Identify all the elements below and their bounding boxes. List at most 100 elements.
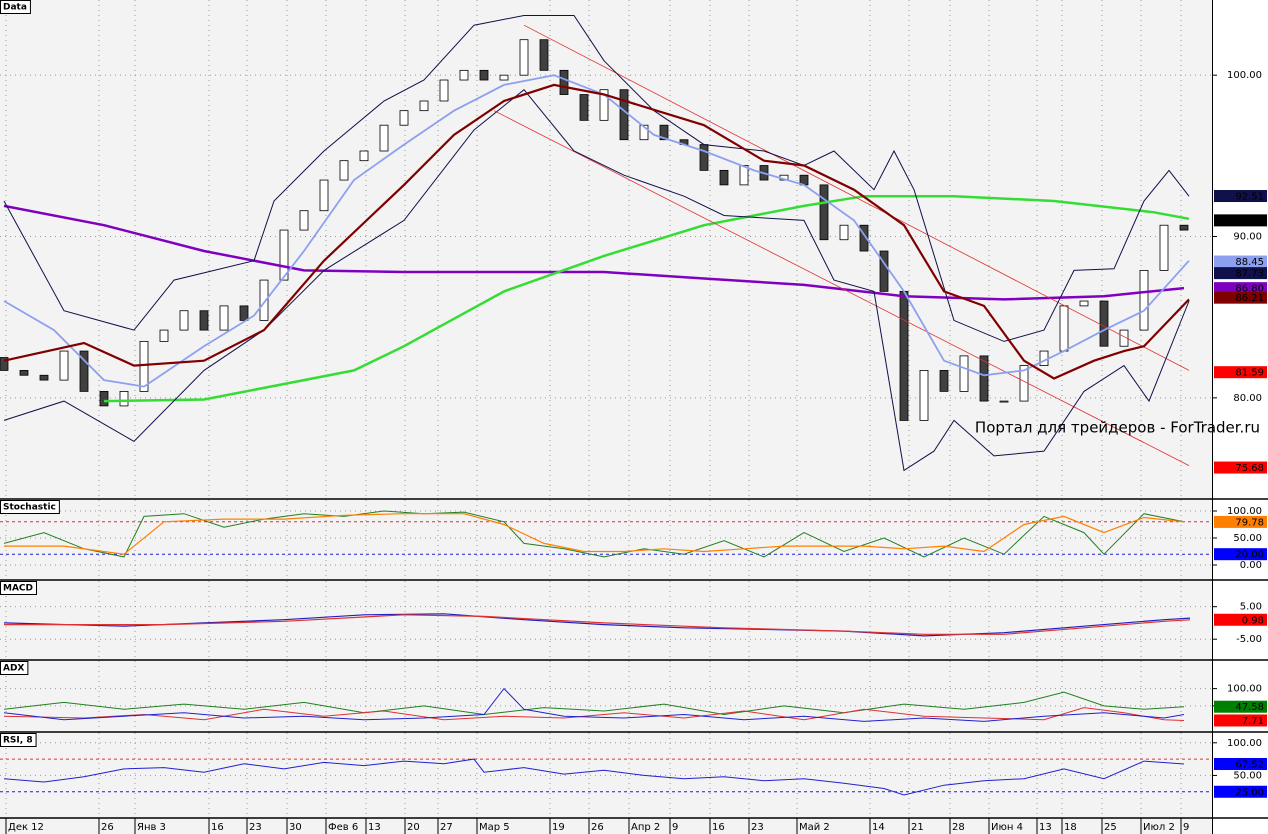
y-tick-label: 50.00 <box>1233 533 1262 544</box>
x-tick-label: 20 <box>407 822 420 833</box>
price-tag <box>1214 366 1267 379</box>
price-tag <box>1214 700 1267 713</box>
plot-background <box>0 0 1212 834</box>
price-tag-label: 81.59 <box>1235 368 1264 379</box>
price-tag <box>1214 757 1267 770</box>
panel-title: ADX <box>3 664 24 674</box>
series-line <box>3 613 1191 637</box>
candle <box>79 350 89 392</box>
x-tick-label: Дек 12 <box>8 822 44 833</box>
candle <box>659 124 669 141</box>
candle <box>639 124 649 141</box>
candle <box>159 329 169 342</box>
candle <box>479 69 489 81</box>
candle <box>1099 300 1109 347</box>
price-tag <box>1214 190 1267 203</box>
price-tag-label: 75.68 <box>1235 463 1264 474</box>
y-tick-label: 80.00 <box>1233 393 1262 404</box>
price-tag <box>1214 255 1267 268</box>
y-tick-label: -5.00 <box>1236 634 1262 645</box>
candle <box>1039 350 1049 366</box>
series-line <box>3 758 1185 796</box>
price-tag <box>1214 214 1267 227</box>
candle <box>279 229 289 281</box>
y-tick-label: 100.00 <box>1227 506 1262 517</box>
panel-title: Stochastic <box>3 503 56 513</box>
candle <box>499 74 509 81</box>
panel <box>0 500 1212 580</box>
x-tick-label: 23 <box>249 822 262 833</box>
panel-title-box <box>0 661 29 675</box>
price-tag-label: 87.73 <box>1235 269 1264 280</box>
candle <box>839 224 849 241</box>
panel-title: Data <box>3 3 27 13</box>
candle <box>699 144 709 171</box>
candle <box>199 310 209 331</box>
candle <box>1179 224 1189 231</box>
series-line <box>523 24 1190 371</box>
candle <box>559 69 569 95</box>
candle <box>599 89 609 121</box>
x-tick-label: Апр 2 <box>631 822 660 833</box>
series-line <box>3 15 1190 342</box>
series-line <box>4 513 1185 555</box>
x-tick-label: 14 <box>872 822 885 833</box>
series-line <box>103 194 1190 403</box>
candle <box>19 370 29 376</box>
x-tick-label: 30 <box>289 822 302 833</box>
candle <box>239 305 249 321</box>
panel <box>0 661 1212 732</box>
price-tag <box>1214 515 1267 528</box>
x-tick-label: 21 <box>911 822 924 833</box>
series-line <box>3 707 1185 721</box>
candle <box>99 390 109 407</box>
x-tick-label: 23 <box>751 822 764 833</box>
candle <box>739 165 749 186</box>
panel-title-box <box>0 581 37 595</box>
panel-title-box <box>0 500 60 514</box>
x-tick-label: Янв 3 <box>137 822 166 833</box>
x-tick-label: 16 <box>712 822 725 833</box>
price-tag-label: 25.00 <box>1235 787 1264 798</box>
candle <box>219 305 229 331</box>
price-tag-label: 67.52 <box>1235 759 1264 770</box>
x-tick-label: Фев 6 <box>328 822 358 833</box>
candle <box>379 124 389 152</box>
x-tick-label: 13 <box>368 822 381 833</box>
panel <box>0 0 1212 499</box>
series-line <box>493 110 1190 466</box>
candle <box>119 390 129 407</box>
candle <box>959 355 969 392</box>
y-tick-label: 100.00 <box>1227 684 1262 695</box>
price-tag-label: 79.78 <box>1235 517 1264 528</box>
candle <box>899 290 909 421</box>
candle <box>459 69 469 81</box>
series-line <box>3 74 1190 388</box>
price-tag <box>1214 461 1267 474</box>
candle <box>1159 224 1169 271</box>
candle <box>259 279 269 321</box>
series-line <box>3 83 1190 380</box>
candle <box>1139 269 1149 331</box>
x-tick-label: 13 <box>1039 822 1052 833</box>
candle <box>619 89 629 141</box>
price-tag-label: 47.58 <box>1235 702 1264 713</box>
series-line <box>3 510 1185 558</box>
candle <box>359 150 369 162</box>
candle <box>879 250 889 292</box>
price-tag-label: 86.80 <box>1235 284 1264 295</box>
candle <box>519 39 529 76</box>
axis-background <box>1212 0 1268 834</box>
candle <box>139 340 149 392</box>
price-tag-label: 7.71 <box>1242 716 1264 727</box>
candle <box>399 110 409 126</box>
candle <box>179 310 189 331</box>
x-tick-label: 18 <box>1064 822 1077 833</box>
y-tick-label: 50.00 <box>1233 770 1262 781</box>
price-tag-label: 92.51 <box>1235 192 1264 203</box>
x-tick-label: 26 <box>101 822 114 833</box>
x-tick-label: Мар 5 <box>479 822 510 833</box>
candle <box>1079 300 1089 307</box>
candle <box>819 184 829 241</box>
